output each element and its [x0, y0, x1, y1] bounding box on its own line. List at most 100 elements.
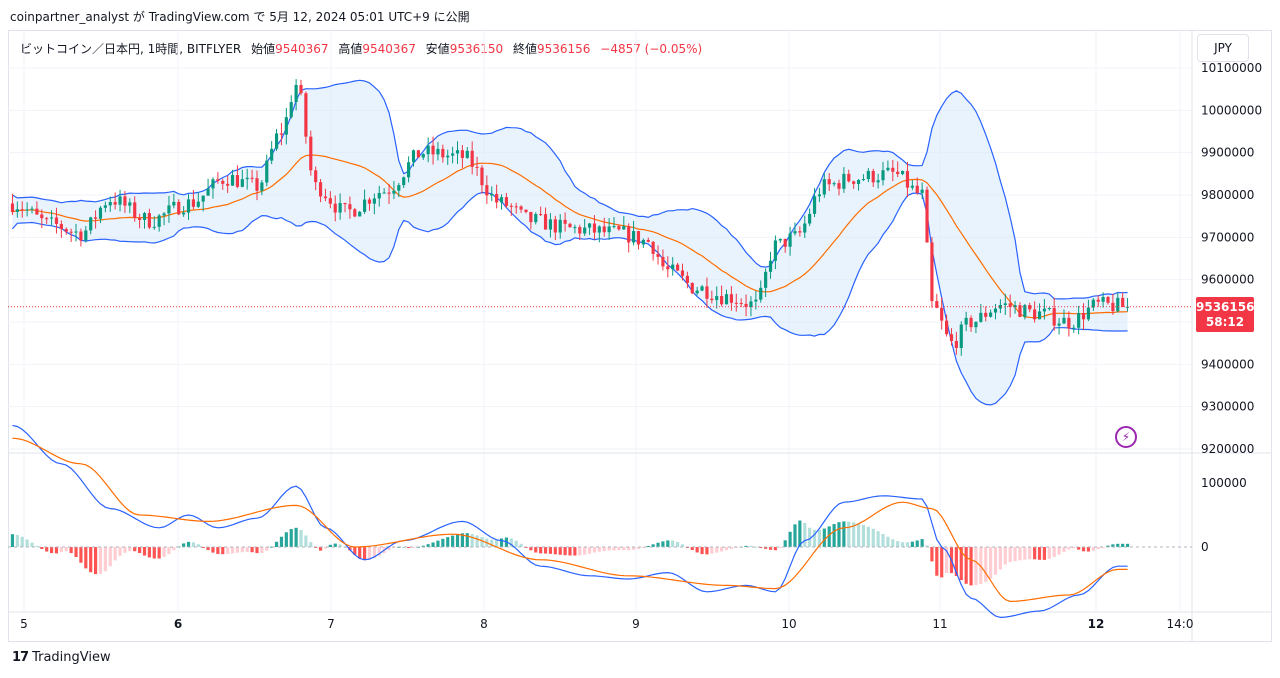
macd-histogram-bar [40, 547, 44, 550]
candle-body [803, 223, 807, 233]
macd-histogram-bar [89, 547, 93, 573]
candle-body [925, 189, 929, 243]
candle-body [1013, 305, 1017, 308]
macd-histogram-bar [216, 547, 220, 554]
macd-histogram-bar [680, 544, 685, 547]
candle-body [465, 150, 469, 158]
candle-body [279, 133, 284, 135]
macd-histogram-bar [881, 533, 885, 547]
macd-histogram-bar [411, 547, 416, 548]
macd-histogram-bar [304, 535, 308, 547]
candle-body [157, 215, 161, 227]
macd-histogram-bar [138, 547, 142, 554]
macd-histogram-bar [700, 547, 704, 555]
macd-histogram-bar [64, 547, 68, 552]
price-axis-label: 9400000 [1201, 357, 1254, 371]
candle-body [676, 264, 680, 271]
candle-body [617, 226, 621, 230]
macd-histogram-bar [661, 541, 665, 547]
macd-histogram-bar [49, 547, 54, 554]
candle-body [680, 270, 685, 276]
candle-body [436, 148, 440, 155]
macd-histogram-bar [954, 547, 958, 576]
candle-body [1052, 308, 1056, 326]
macd-histogram-bar [113, 547, 117, 561]
bollinger-basis-line [12, 154, 1128, 319]
candle-body [622, 226, 626, 230]
macd-histogram-bar [45, 547, 49, 552]
macd-histogram-bar [196, 544, 200, 547]
candle-body [455, 150, 460, 154]
macd-histogram-bar [1101, 547, 1105, 548]
candle-body [690, 282, 694, 294]
macd-histogram-bar [646, 546, 650, 548]
macd-histogram-bar [260, 547, 264, 554]
chart-legend: ビットコイン／日本円, 1時間, BITFLYER 始値9540367 高値95… [20, 40, 702, 57]
candle-body [314, 170, 318, 183]
chart-frame [8, 30, 1272, 642]
change-value: −4857 (−0.05%) [600, 42, 703, 56]
last-price-value: 9536156 [1196, 300, 1255, 314]
candle-body [793, 231, 797, 234]
price-axis-label: 9800000 [1201, 188, 1254, 202]
candle-body [221, 180, 225, 184]
candle-body [896, 171, 900, 175]
macd-histogram-bar [925, 545, 929, 547]
lightning-icon[interactable]: ⚡ [1115, 426, 1137, 448]
open-label: 始値 [251, 42, 276, 56]
currency-button[interactable]: JPY [1197, 34, 1249, 62]
candle-body [98, 207, 103, 219]
price-axis-label: 10000000 [1201, 103, 1262, 117]
macd-histogram-bar [333, 543, 337, 547]
candle-body [524, 209, 528, 213]
macd-histogram-bar [636, 547, 641, 549]
candle-body [979, 312, 983, 322]
macd-histogram-bar [54, 547, 59, 554]
candle-body [876, 180, 880, 183]
macd-histogram-bar [299, 530, 303, 547]
candle-body [744, 303, 748, 308]
macd-histogram-bar [230, 547, 235, 554]
candle-body [318, 182, 323, 197]
candle-body [250, 177, 254, 179]
candle-body [230, 175, 235, 186]
candle-body [651, 241, 655, 254]
macd-histogram-bar [969, 547, 973, 586]
candle-body [1023, 305, 1027, 317]
macd-histogram-bar [211, 547, 215, 553]
macd-histogram-bar [597, 547, 601, 552]
candle-body [45, 218, 49, 220]
candle-body [108, 202, 112, 206]
macd-histogram-bar [1121, 543, 1125, 547]
candle-body [695, 290, 699, 294]
macd-histogram-bar [353, 547, 357, 555]
candle-body [118, 196, 122, 205]
macd-histogram-bar [455, 534, 460, 547]
candle-body [54, 217, 59, 224]
macd-histogram-bar [235, 547, 240, 553]
macd-histogram-bar [84, 547, 88, 569]
candle-body [191, 199, 195, 207]
candle-body [416, 150, 420, 158]
price-axis-label: 9200000 [1201, 442, 1254, 456]
macd-histogram-bar [362, 547, 367, 561]
candle-body [700, 286, 704, 291]
candle-body [949, 334, 954, 341]
macd-histogram-bar [627, 547, 631, 551]
macd-histogram-bar [1013, 547, 1017, 562]
macd-histogram-bar [1091, 547, 1095, 551]
candle-body [490, 193, 494, 196]
macd-histogram-bar [724, 547, 729, 551]
macd-histogram-bar [509, 538, 513, 547]
macd-signal-line [12, 437, 1128, 603]
candle-body [568, 223, 572, 228]
macd-histogram-bar [622, 547, 626, 551]
candle-body [656, 253, 660, 257]
macd-histogram-bar [827, 526, 831, 547]
macd-histogram-bar [245, 547, 249, 552]
candle-body [84, 230, 88, 241]
candle-body [940, 307, 944, 321]
macd-histogram-bar [945, 547, 949, 573]
macd-histogram-bar [548, 547, 553, 554]
